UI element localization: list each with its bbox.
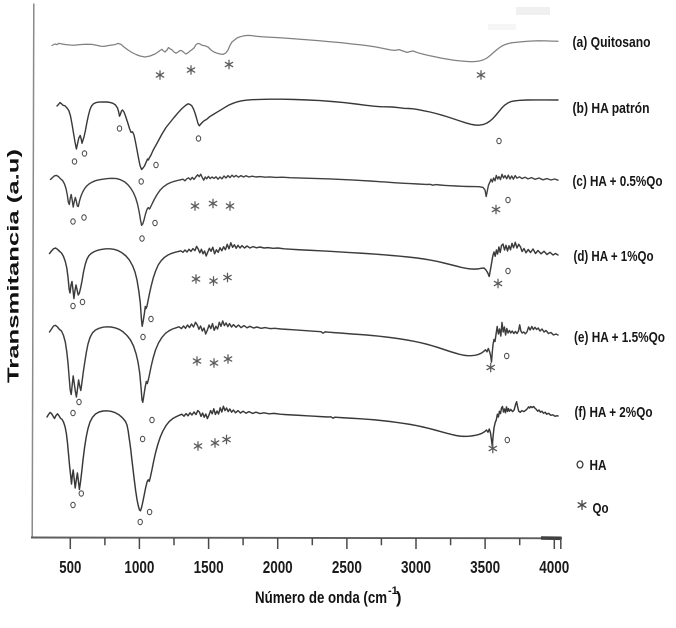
svg-text:Transmitancia (a.u): Transmitancia (a.u) <box>6 149 23 383</box>
svg-text:(a) Quitosano: (a) Quitosano <box>573 34 651 51</box>
svg-text:2000: 2000 <box>263 557 293 577</box>
svg-text:(c) HA + 0.5%Qo: (c) HA + 0.5%Qo <box>573 173 663 190</box>
svg-text:(d) HA + 1%Qo: (d) HA + 1%Qo <box>574 248 654 265</box>
svg-text:Qo: Qo <box>593 500 609 517</box>
svg-text:Número de onda (cm: Número de onda (cm <box>255 589 387 607</box>
svg-text:): ) <box>396 589 402 607</box>
svg-text:(f) HA + 2%Qo: (f) HA + 2%Qo <box>575 404 653 421</box>
svg-text:(b) HA patrón: (b) HA patrón <box>573 100 650 117</box>
svg-text:1500: 1500 <box>194 557 224 577</box>
svg-text:2500: 2500 <box>332 557 362 577</box>
svg-text:3500: 3500 <box>470 557 500 577</box>
svg-text:1000: 1000 <box>124 557 154 577</box>
svg-text:(e) HA + 1.5%Qo: (e) HA + 1.5%Qo <box>574 329 665 346</box>
svg-text:3000: 3000 <box>401 557 431 577</box>
svg-text:HA: HA <box>590 457 607 474</box>
svg-text:4000: 4000 <box>539 557 569 577</box>
svg-text:500: 500 <box>59 557 81 577</box>
